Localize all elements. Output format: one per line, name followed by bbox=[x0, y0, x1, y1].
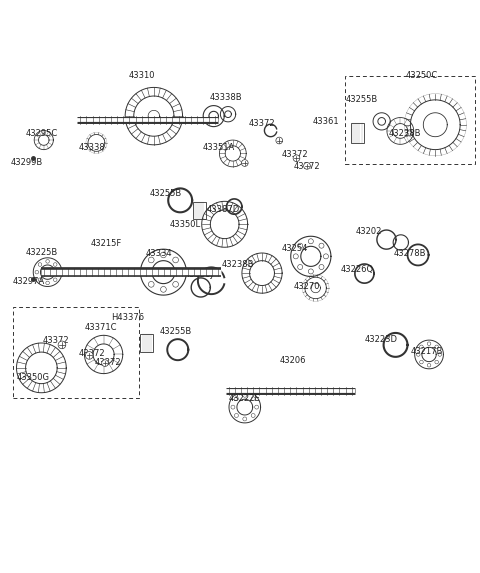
Text: 43278B: 43278B bbox=[394, 249, 426, 258]
Text: 43361: 43361 bbox=[313, 117, 339, 126]
Bar bbox=[350, 123, 364, 143]
Text: 43372: 43372 bbox=[248, 119, 275, 128]
Text: 43350G: 43350G bbox=[17, 373, 50, 382]
Text: 43372: 43372 bbox=[78, 349, 105, 358]
Text: 43202: 43202 bbox=[356, 227, 383, 236]
Text: 43223D: 43223D bbox=[365, 335, 398, 344]
Text: 43270: 43270 bbox=[294, 282, 320, 291]
Circle shape bbox=[276, 137, 283, 144]
Bar bbox=[193, 202, 205, 219]
Text: 43387D: 43387D bbox=[206, 206, 240, 214]
Text: 43338: 43338 bbox=[78, 143, 105, 152]
Text: 43222E: 43222E bbox=[229, 394, 261, 403]
Text: 43238B: 43238B bbox=[221, 261, 254, 269]
Text: 43372: 43372 bbox=[42, 336, 69, 344]
Text: 43217B: 43217B bbox=[410, 347, 443, 356]
Bar bbox=[345, 76, 475, 164]
Text: 43238B: 43238B bbox=[389, 129, 421, 138]
Circle shape bbox=[85, 352, 93, 359]
Text: 43297A: 43297A bbox=[12, 277, 45, 286]
Text: 43372: 43372 bbox=[95, 358, 122, 367]
Circle shape bbox=[58, 341, 66, 349]
Text: 43350L: 43350L bbox=[169, 220, 201, 229]
Circle shape bbox=[304, 163, 311, 169]
Text: 43372: 43372 bbox=[294, 162, 320, 171]
Text: 43226Q: 43226Q bbox=[341, 265, 374, 274]
Circle shape bbox=[102, 360, 108, 366]
Text: 43225B: 43225B bbox=[25, 248, 58, 257]
Text: 43250C: 43250C bbox=[406, 72, 438, 80]
Text: 43299B: 43299B bbox=[11, 158, 43, 167]
Circle shape bbox=[293, 155, 300, 162]
Text: 43295C: 43295C bbox=[25, 129, 58, 138]
Bar bbox=[141, 334, 153, 352]
Text: 43334: 43334 bbox=[145, 249, 172, 258]
Text: 43215F: 43215F bbox=[90, 239, 121, 248]
Text: 43255B: 43255B bbox=[159, 327, 192, 336]
Text: 43255B: 43255B bbox=[150, 189, 182, 198]
Text: 43371C: 43371C bbox=[85, 323, 118, 332]
Text: 43310: 43310 bbox=[129, 72, 155, 80]
Text: 43206: 43206 bbox=[279, 356, 306, 365]
Bar bbox=[12, 307, 140, 398]
Text: 43372: 43372 bbox=[282, 150, 308, 159]
Text: H43376: H43376 bbox=[111, 313, 144, 322]
Circle shape bbox=[241, 160, 248, 166]
Text: 43254: 43254 bbox=[282, 244, 308, 253]
Text: 43350J: 43350J bbox=[185, 270, 214, 279]
Text: 43338B: 43338B bbox=[209, 93, 242, 102]
Text: 43255B: 43255B bbox=[346, 95, 378, 104]
Text: 43351A: 43351A bbox=[203, 143, 235, 152]
